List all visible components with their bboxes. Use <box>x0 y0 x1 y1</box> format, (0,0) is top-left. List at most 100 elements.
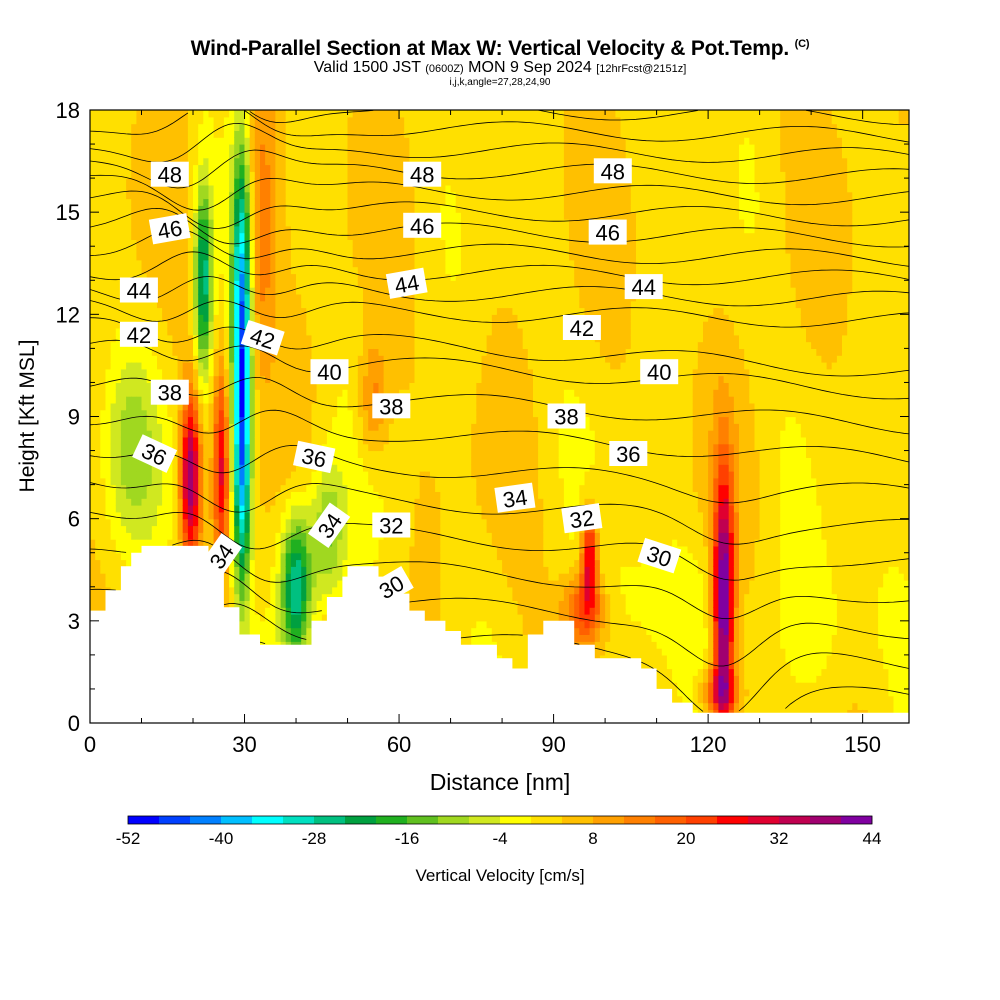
velocity-cell <box>234 355 240 363</box>
velocity-cell <box>208 280 215 288</box>
velocity-cell <box>321 484 328 492</box>
velocity-cell <box>223 273 230 281</box>
velocity-cell <box>187 137 194 145</box>
velocity-cell <box>120 239 127 247</box>
velocity-cell <box>218 293 225 302</box>
velocity-cell <box>254 552 261 561</box>
velocity-cell <box>290 634 297 642</box>
velocity-cell <box>275 368 282 377</box>
velocity-cell <box>352 505 359 513</box>
velocity-cell <box>301 273 307 281</box>
velocity-cell <box>182 321 189 329</box>
velocity-cell <box>177 423 184 431</box>
velocity-cell <box>352 253 359 261</box>
velocity-cell <box>162 532 168 540</box>
velocity-cell <box>254 287 261 295</box>
velocity-cell <box>105 450 112 458</box>
velocity-cell <box>306 580 313 588</box>
velocity-cell <box>120 205 127 213</box>
velocity-cell <box>363 389 369 397</box>
velocity-cell <box>177 368 184 377</box>
velocity-cell <box>167 484 174 492</box>
velocity-cell <box>218 525 225 533</box>
velocity-cell <box>270 116 277 125</box>
velocity-cell <box>311 334 318 343</box>
velocity-cell <box>363 225 369 234</box>
velocity-cell <box>254 620 261 629</box>
velocity-cell <box>275 614 282 622</box>
velocity-cell <box>254 436 261 445</box>
velocity-cell <box>141 178 148 186</box>
velocity-cell <box>136 477 143 486</box>
velocity-cell <box>234 253 240 261</box>
velocity-cell <box>280 600 287 608</box>
velocity-cell <box>290 573 297 581</box>
velocity-cell <box>254 532 261 540</box>
velocity-cell <box>223 219 230 227</box>
velocity-cell <box>115 559 122 567</box>
velocity-cell <box>244 348 251 356</box>
velocity-cell <box>182 130 189 138</box>
velocity-cell <box>234 375 240 383</box>
velocity-cell <box>95 287 101 295</box>
velocity-cell <box>213 150 220 159</box>
velocity-cell <box>368 348 374 356</box>
velocity-cell <box>311 328 318 336</box>
velocity-cell <box>234 511 240 520</box>
velocity-cell <box>285 184 292 193</box>
velocity-cell <box>260 123 266 131</box>
velocity-cell <box>290 423 297 431</box>
velocity-cell <box>193 396 199 404</box>
velocity-cell <box>198 225 204 234</box>
velocity-cell <box>198 525 204 533</box>
velocity-cell <box>229 600 235 608</box>
velocity-cell <box>229 334 235 343</box>
velocity-cell <box>357 389 364 397</box>
velocity-cell <box>363 532 369 540</box>
velocity-cell <box>337 191 343 200</box>
velocity-cell <box>131 368 137 377</box>
velocity-cell <box>244 198 251 206</box>
velocity-cell <box>285 525 292 533</box>
velocity-cell <box>306 539 313 547</box>
velocity-cell <box>167 110 174 118</box>
velocity-cell <box>326 116 333 125</box>
velocity-cell <box>208 273 215 281</box>
velocity-cell <box>311 293 318 302</box>
velocity-cell <box>177 348 184 356</box>
velocity-cell <box>260 130 266 138</box>
velocity-cell <box>136 205 143 213</box>
velocity-cell <box>326 178 333 186</box>
velocity-cell <box>100 552 107 561</box>
velocity-cell <box>296 184 302 193</box>
velocity-cell <box>239 375 246 383</box>
velocity-cell <box>316 259 323 268</box>
velocity-cell <box>296 259 302 268</box>
velocity-cell <box>321 219 328 227</box>
velocity-cell <box>368 477 374 486</box>
velocity-cell <box>115 505 122 513</box>
velocity-cell <box>172 505 179 513</box>
velocity-cell <box>249 300 256 309</box>
velocity-cell <box>213 300 220 309</box>
velocity-cell <box>151 402 158 411</box>
velocity-cell <box>265 634 271 642</box>
velocity-cell <box>218 164 225 172</box>
velocity-cell <box>234 110 240 118</box>
velocity-cell <box>321 416 328 424</box>
velocity-cell <box>223 116 230 125</box>
velocity-cell <box>363 559 369 567</box>
velocity-cell <box>136 246 143 254</box>
velocity-cell <box>275 471 282 479</box>
velocity-cell <box>265 382 271 390</box>
velocity-cell <box>357 491 364 499</box>
velocity-cell <box>167 362 174 370</box>
velocity-cell <box>244 280 251 288</box>
velocity-cell <box>187 307 194 315</box>
velocity-cell <box>182 471 189 479</box>
velocity-cell <box>95 436 101 445</box>
velocity-cell <box>208 246 215 254</box>
velocity-cell <box>157 525 163 533</box>
velocity-cell <box>301 375 307 383</box>
velocity-cell <box>306 184 313 193</box>
